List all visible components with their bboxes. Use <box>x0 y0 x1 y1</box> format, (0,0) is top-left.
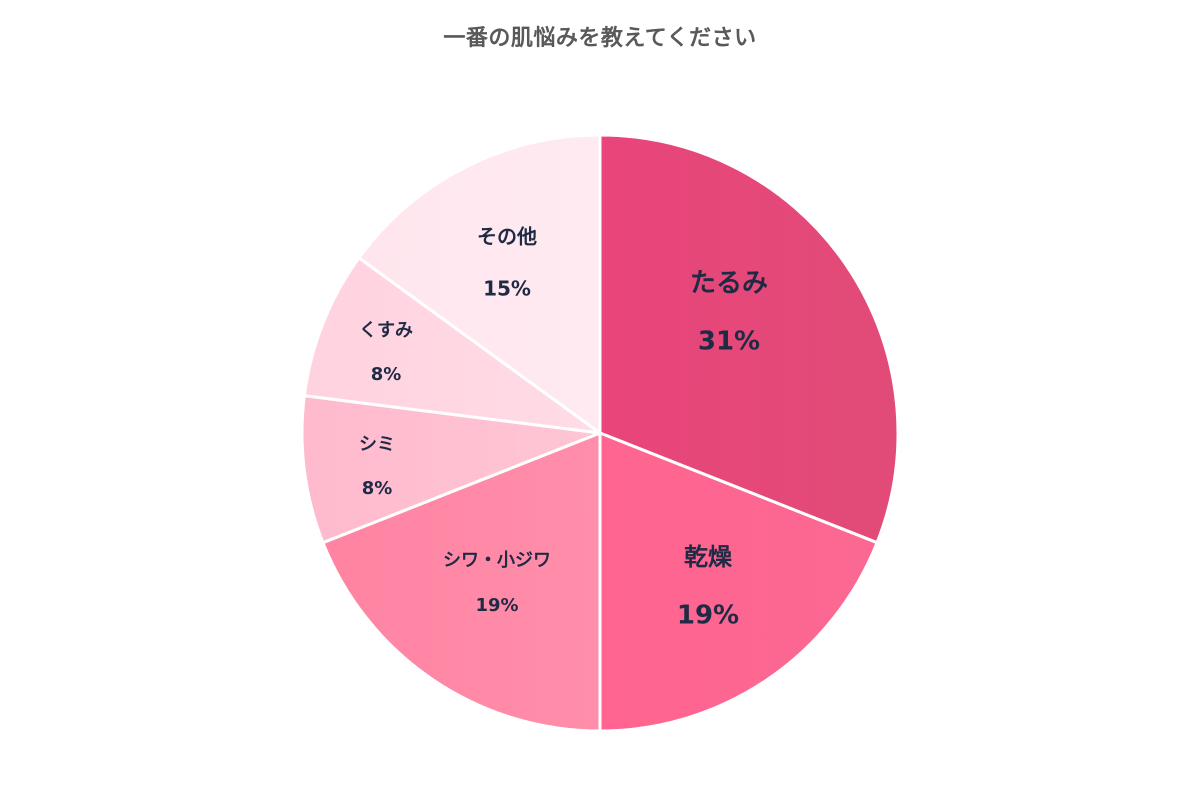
pie-slices <box>300 133 900 733</box>
pie-slice-4 <box>302 256 602 435</box>
slice-percent-label: 8% <box>371 364 402 385</box>
pie-slice-3 <box>300 394 602 545</box>
slice-percent-label: 8% <box>362 478 393 499</box>
slice-category-label: シワ・小ジワ <box>443 550 551 571</box>
slice-category-label: 乾燥 <box>684 543 733 571</box>
pie-slice-2 <box>321 431 602 733</box>
chart-title: 一番の肌悩みを教えてください <box>443 26 757 51</box>
slice-percent-label: 19% <box>677 601 739 631</box>
pie-labels: たるみ 31% 乾燥 19% シワ・小ジワ 19% シミ 8% くすみ 8% その他 15% <box>359 225 768 631</box>
slice-category-label: くすみ <box>359 320 413 341</box>
slice-category-label: その他 <box>477 225 537 249</box>
pie-slice-1 <box>598 431 879 733</box>
slice-percent-label: 15% <box>483 277 531 301</box>
slice-category-label: シミ <box>359 434 395 455</box>
slice-percent-label: 31% <box>698 327 760 357</box>
pie-slice-5 <box>357 133 602 435</box>
slice-category-label: たるみ <box>690 269 768 299</box>
slice-percent-label: 19% <box>475 595 518 616</box>
pie-slice-0 <box>598 133 900 545</box>
